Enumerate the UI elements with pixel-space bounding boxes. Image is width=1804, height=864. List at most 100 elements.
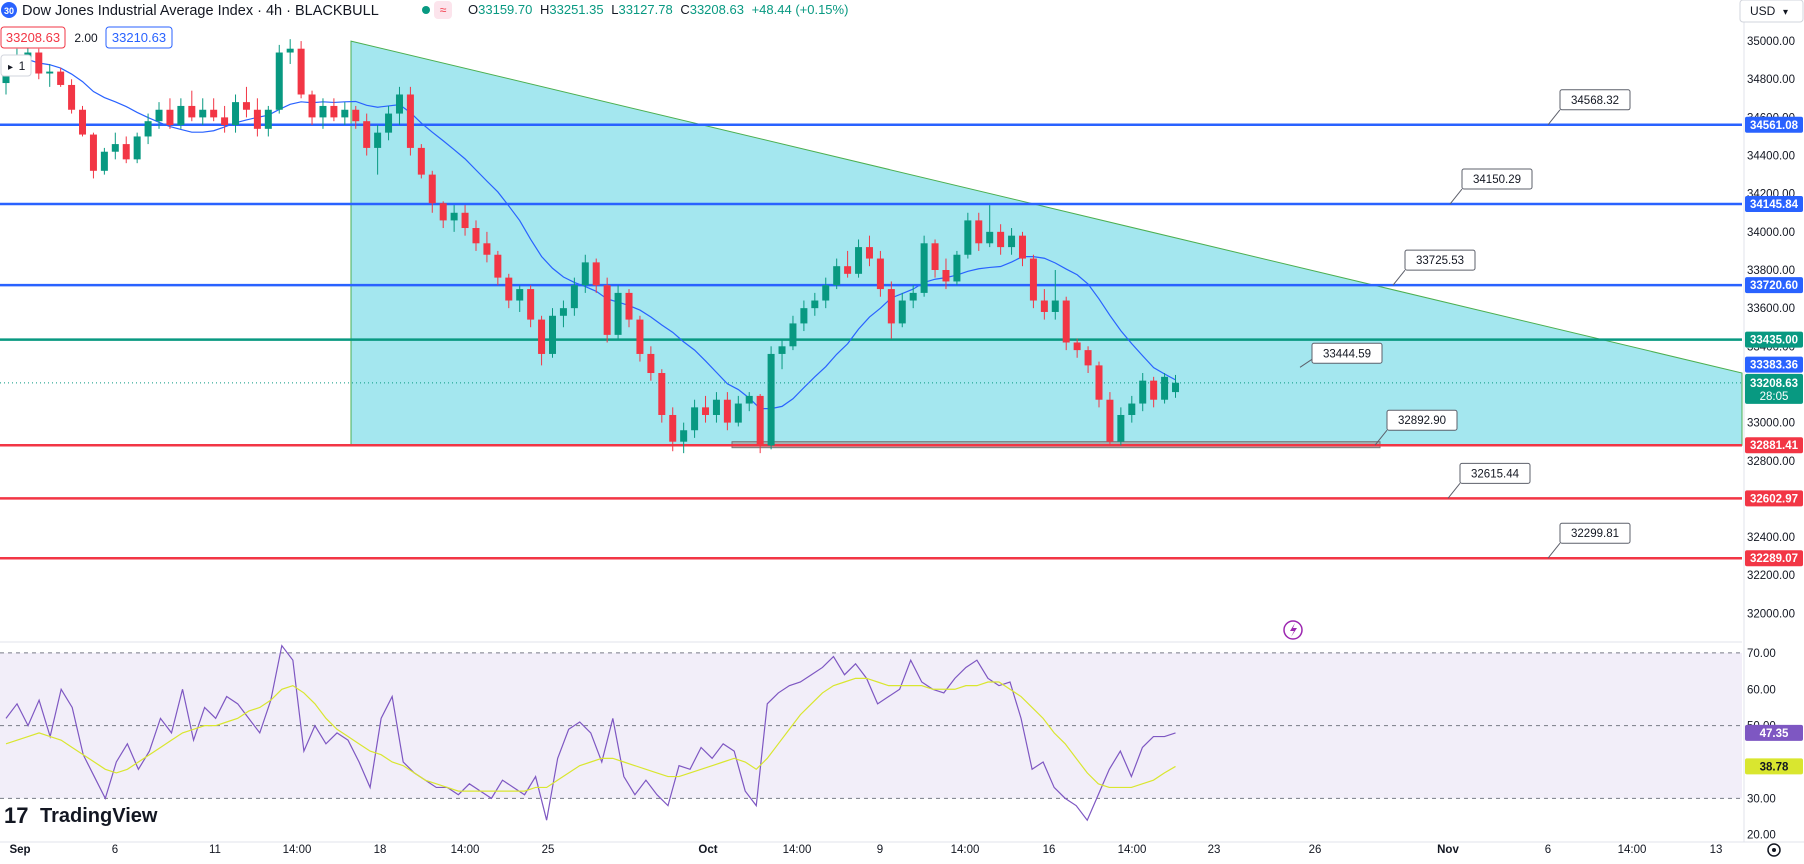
settings-icon[interactable]	[1767, 843, 1781, 857]
candle-body	[953, 254, 961, 282]
callout-label-resistance-2: 34150.29	[1473, 174, 1521, 186]
price-tick-label: 32400.00	[1747, 532, 1795, 544]
candle-body	[767, 353, 775, 446]
axis-label-support-3-box	[1745, 550, 1803, 567]
candle	[723, 392, 731, 431]
callout-label-resistance-1: 33725.53	[1416, 255, 1464, 267]
candle	[68, 79, 76, 114]
candle-body	[647, 353, 655, 374]
candle-body	[461, 212, 469, 229]
candle	[374, 125, 382, 175]
candle	[1150, 376, 1158, 408]
candle	[734, 395, 742, 427]
time-tick-label: Nov	[1437, 844, 1459, 856]
candle-body	[986, 231, 994, 244]
market-status-icon[interactable]	[422, 6, 430, 14]
candle	[363, 113, 371, 156]
candle-body	[833, 266, 841, 286]
time-tick-label: 14:00	[951, 844, 980, 856]
candle	[253, 98, 261, 137]
candle-body	[887, 289, 895, 324]
candle	[505, 273, 513, 309]
candle-body	[1073, 342, 1081, 351]
buy-price: 33210.63	[112, 30, 166, 45]
candle-body	[865, 247, 873, 259]
axis-label-support-2: 32602.97	[1750, 493, 1798, 505]
candle-body	[100, 151, 108, 171]
candle	[144, 113, 152, 145]
symbol-badge: 30	[4, 6, 14, 16]
symbol-title[interactable]: Dow Jones Industrial Average Index · 4h …	[22, 3, 379, 19]
candle	[811, 292, 819, 316]
candle-body	[210, 109, 218, 118]
candle-body	[341, 109, 349, 118]
candle-body	[133, 136, 141, 160]
callout-box	[1459, 462, 1531, 484]
candle	[549, 308, 556, 358]
callout-box	[1404, 249, 1476, 271]
candle	[964, 212, 972, 259]
candle	[1051, 270, 1059, 320]
candle	[57, 67, 65, 87]
time-tick-label: 6	[112, 844, 118, 856]
candle	[658, 369, 666, 423]
rsi-tick-label: 60.00	[1747, 684, 1776, 696]
candle	[166, 98, 174, 129]
callout-pointer	[1374, 429, 1388, 446]
candle	[232, 94, 240, 133]
candle	[1084, 346, 1092, 374]
candle	[691, 399, 699, 438]
candle-body	[789, 323, 797, 347]
axis-label-resistance-2: 34145.84	[1750, 199, 1799, 211]
candle-body	[472, 228, 480, 244]
tradingview-logo[interactable]: 17 TradingView	[4, 803, 158, 828]
candle	[385, 105, 393, 141]
candle	[876, 250, 884, 297]
candle-body	[450, 212, 458, 221]
candle-body	[1051, 300, 1059, 312]
callout-box	[1559, 522, 1631, 544]
candle-body	[144, 121, 152, 137]
axis-label-resistance-3: 34561.08	[1750, 120, 1799, 132]
candle	[942, 258, 950, 290]
candle	[89, 132, 97, 179]
countdown-label: 28:05	[1760, 391, 1789, 403]
candle-body	[57, 71, 65, 85]
candle-body	[702, 407, 710, 415]
price-tick-label: 34800.00	[1747, 74, 1795, 86]
candle-body	[374, 132, 382, 148]
candle	[439, 201, 447, 229]
candle	[997, 224, 1005, 255]
candle	[221, 105, 229, 133]
candle	[647, 346, 655, 381]
price-tick-label: 34400.00	[1747, 151, 1795, 163]
candle	[395, 86, 403, 126]
candle-body	[199, 109, 207, 118]
lightning-icon[interactable]	[1283, 620, 1303, 640]
candle-body	[712, 399, 720, 415]
rsi-ma-value-box	[1745, 758, 1803, 775]
quantity-input[interactable]	[0, 54, 32, 77]
candle-body	[395, 94, 403, 114]
candle-body	[166, 109, 174, 126]
candle	[516, 285, 524, 312]
axis-label-support-3: 32289.07	[1750, 553, 1798, 565]
sell-button[interactable]	[0, 26, 66, 49]
candle-body	[89, 134, 97, 171]
time-tick-label: 16	[1043, 844, 1056, 856]
candle	[133, 132, 141, 164]
candle-body	[516, 289, 524, 301]
candle	[450, 205, 458, 232]
spread-value: 2.00	[74, 31, 98, 45]
currency-selector[interactable]: USD ▾	[1739, 0, 1804, 23]
candle-body	[527, 289, 535, 320]
candle-body	[330, 105, 338, 118]
data-source-icon[interactable]	[434, 1, 452, 19]
candle-body	[406, 94, 414, 148]
axis-label-support-1-box	[1745, 437, 1803, 454]
tv-logo-icon: 17	[4, 803, 28, 828]
trade-panel: 33208.63 2.00 33210.63 ▸ 1	[0, 26, 173, 77]
buy-button[interactable]	[105, 26, 173, 49]
price-tick-label: 34000.00	[1747, 227, 1795, 239]
sell-price: 33208.63	[6, 30, 60, 45]
